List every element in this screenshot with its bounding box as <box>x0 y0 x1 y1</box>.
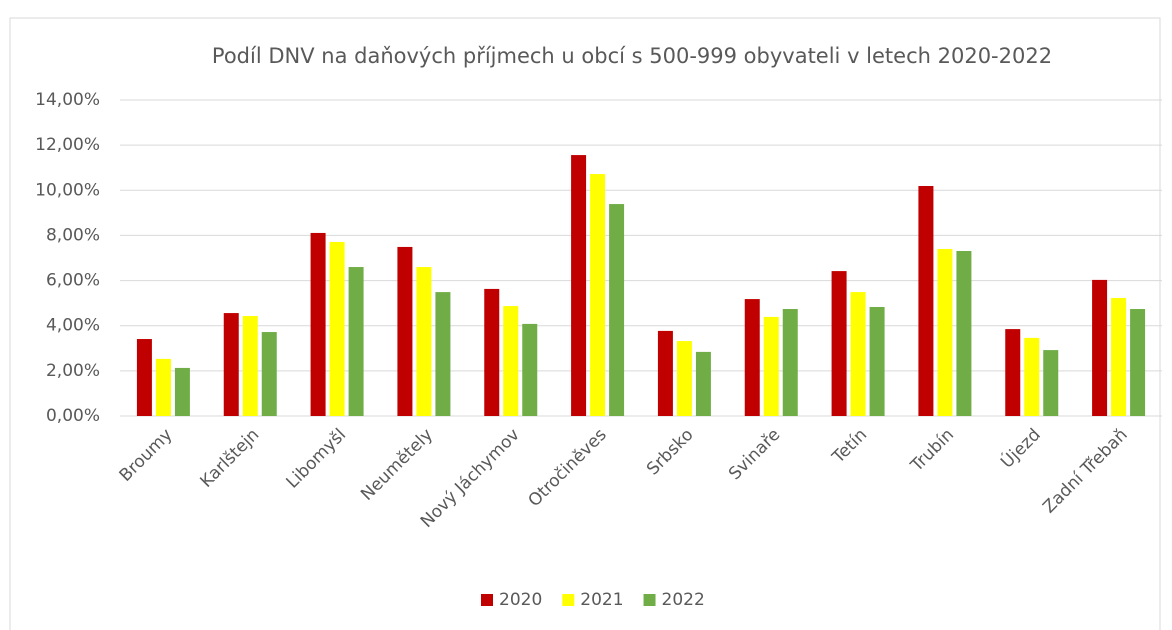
y-tick-label: 6,00% <box>46 271 100 291</box>
bar <box>522 323 538 416</box>
bar <box>956 251 972 416</box>
y-tick-label: 14,00% <box>35 90 100 110</box>
bar <box>1005 329 1021 416</box>
legend-swatch <box>481 594 493 606</box>
bar <box>869 306 885 416</box>
bar <box>1043 350 1059 416</box>
legend-label: 2021 <box>580 590 623 610</box>
bar <box>571 155 587 416</box>
bar <box>261 332 277 416</box>
bar <box>136 339 152 416</box>
bar <box>484 288 500 416</box>
bar <box>609 204 625 416</box>
y-tick-label: 10,00% <box>35 180 100 200</box>
y-tick-label: 8,00% <box>46 225 100 245</box>
bar <box>937 248 953 416</box>
legend-label: 2020 <box>499 590 542 610</box>
chart-title: Podíl DNV na daňových příjmech u obcí s … <box>212 44 1052 68</box>
legend-swatch <box>562 594 575 606</box>
bar <box>918 185 934 416</box>
bar <box>223 313 239 416</box>
bar <box>1092 279 1108 416</box>
bar <box>1111 297 1127 416</box>
bar <box>155 358 171 416</box>
bar <box>782 309 798 416</box>
bar <box>695 351 711 416</box>
bar <box>1130 309 1146 416</box>
bar <box>435 292 451 416</box>
bar <box>1024 337 1040 416</box>
bar <box>348 267 364 416</box>
y-tick-label: 12,00% <box>35 135 100 155</box>
bar <box>503 306 519 416</box>
bar <box>416 267 432 416</box>
y-tick-label: 0,00% <box>46 406 100 426</box>
bar <box>676 341 692 416</box>
y-tick-label: 4,00% <box>46 316 100 336</box>
legend-label: 2022 <box>662 590 705 610</box>
bar <box>242 316 258 416</box>
bar <box>310 232 326 416</box>
bar <box>744 299 760 416</box>
bar <box>174 367 190 416</box>
bar <box>397 246 413 416</box>
bar <box>831 271 847 416</box>
bar <box>657 330 673 416</box>
bar <box>590 174 606 416</box>
bar <box>329 241 345 416</box>
y-tick-label: 2,00% <box>46 361 100 381</box>
bar <box>850 292 866 416</box>
legend-swatch <box>643 594 656 606</box>
bar <box>763 316 779 416</box>
